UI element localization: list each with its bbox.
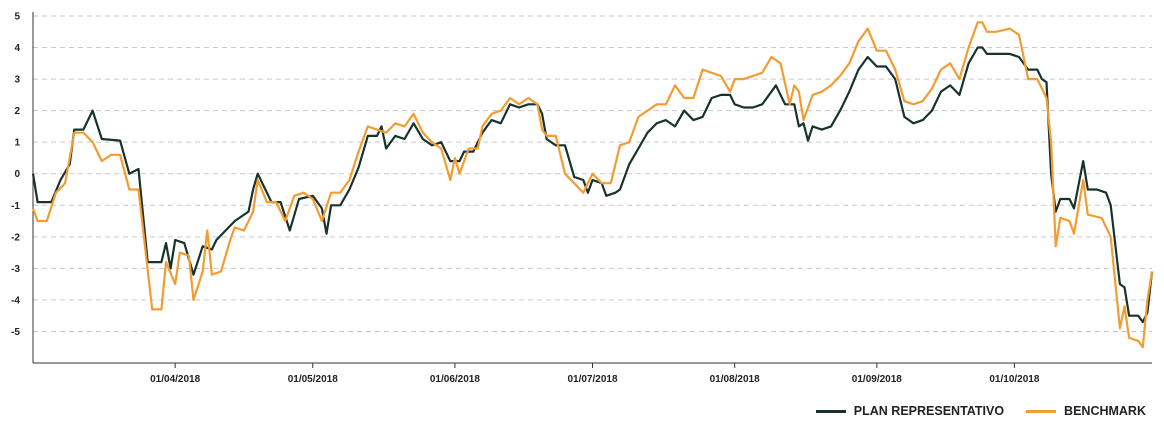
x-tick-labels: 01/04/2018 01/05/2018 01/06/2018 01/07/2018… [150,374,1040,385]
y-tick-label: 1 [14,138,20,149]
y-tick-label: 5 [14,12,20,23]
legend-swatch-plan [815,409,846,413]
y-tick-label: -2 [11,232,20,243]
series-line-benchmark [31,21,1154,349]
y-tick-labels: 5 4 3 2 1 0 -1 -2 -3 -4 -5 [11,12,20,338]
x-tick-label: 01/05/2018 [288,374,338,385]
legend-label-plan: PLAN REPRESENTATIVO [853,404,1005,418]
y-tick-label: 3 [14,75,20,86]
legend: PLAN REPRESENTATIVO BENCHMARK [815,404,1146,418]
series-line-plan [31,46,1154,324]
y-tick-label: -5 [11,327,20,338]
x-tick-label: 01/04/2018 [150,374,200,385]
legend-swatch-benchmark [1026,409,1057,413]
legend-item-plan: PLAN REPRESENTATIVO [815,404,1005,418]
y-tick-label: -4 [11,295,20,306]
x-tick-label: 01/07/2018 [567,374,617,385]
axes [32,12,1152,368]
legend-label-benchmark: BENCHMARK [1064,404,1146,418]
x-tick-label: 01/09/2018 [852,374,902,385]
x-tick-label: 01/10/2018 [989,374,1039,385]
y-tick-label: 2 [14,106,20,117]
y-tick-label: -1 [11,201,20,212]
y-tick-label: -3 [11,264,20,275]
x-tick-label: 01/08/2018 [710,374,760,385]
y-tick-label: 4 [14,43,20,54]
x-tick-label: 01/06/2018 [430,374,480,385]
legend-item-benchmark: BENCHMARK [1026,404,1146,418]
y-tick-label: 0 [14,169,20,180]
series-lines [31,21,1154,349]
